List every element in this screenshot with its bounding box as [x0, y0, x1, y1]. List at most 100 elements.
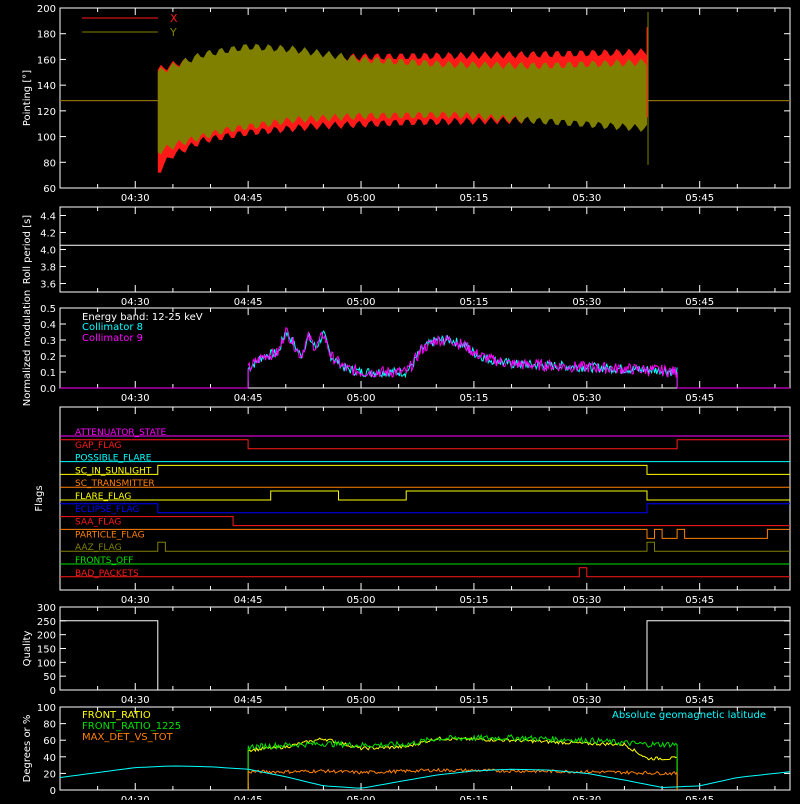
panel-frame	[59, 406, 791, 591]
y-tick-label: 100	[37, 703, 56, 714]
ratio-legend-front_ratio: FRONT_RATIO	[82, 710, 151, 721]
time-tick-label: 05:45	[685, 393, 714, 404]
y-tick-label: 3.6	[40, 280, 56, 291]
y-tick-label: 0	[50, 686, 56, 697]
y-tick-label: 4.2	[40, 229, 56, 240]
modulation-annotation: Energy band: 12-25 keV	[82, 312, 203, 323]
y-tick-label: 0	[50, 786, 56, 797]
y-tick-label: 40	[43, 753, 56, 764]
modulation-series-Collimator 8	[247, 330, 678, 379]
y-tick-label: 180	[37, 30, 56, 41]
time-tick-label: 05:00	[347, 193, 376, 204]
y-tick-label: 4.4	[40, 212, 56, 223]
time-tick-label: 05:00	[347, 795, 376, 800]
legend-label-Y: Y	[169, 26, 177, 39]
time-tick-label: 04:30	[121, 193, 150, 204]
time-tick-label: 04:30	[121, 595, 150, 606]
time-tick-label: 04:45	[234, 393, 263, 404]
y-tick-label: 80	[43, 158, 56, 169]
ratio-series-front_ratio_1225	[247, 733, 678, 751]
flag-label-eclipse_flag: ECLIPSE_FLAG	[75, 505, 139, 515]
time-tick-label: 04:45	[234, 297, 263, 308]
quality-line	[60, 620, 790, 691]
flag-line-saa_flag	[60, 516, 790, 527]
panel-frame	[59, 706, 791, 791]
time-tick-label: 04:45	[234, 695, 263, 706]
pointing-envelope-Y	[157, 43, 648, 155]
flag-label-flare_flag: FLARE_FLAG	[75, 492, 131, 502]
legend-label-X: X	[170, 12, 178, 25]
y-tick-label: 100	[37, 658, 56, 669]
flag-label-fronts_off: FRONTS_OFF	[75, 556, 133, 566]
flag-line-aaz_flag	[60, 541, 790, 552]
flag-label-bad_packets: BAD_PACKETS	[75, 569, 139, 579]
time-tick-label: 05:15	[460, 297, 489, 308]
y-axis-label: Normalized modulation	[22, 290, 33, 407]
time-tick-label: 05:30	[572, 795, 601, 800]
y-tick-label: 0.4	[40, 320, 56, 331]
y-tick-label: 300	[37, 603, 56, 614]
modulation-legend-Collimator 9: Collimator 9	[82, 333, 143, 344]
ratio-series-max_det_vs_tot	[247, 767, 678, 776]
flag-line-gap_flag	[60, 439, 790, 450]
flag-label-possible_flare: POSSIBLE_FLARE	[75, 454, 152, 464]
time-tick-label: 05:15	[460, 695, 489, 706]
panel-frame	[59, 7, 791, 189]
panel-frame	[59, 206, 791, 293]
modulation-series-Collimator 9	[247, 327, 678, 379]
y-tick-label: 120	[37, 107, 56, 118]
flag-label-sc_in_sunlight: SC_IN_SUNLIGHT	[75, 466, 152, 476]
time-tick-label: 05:15	[460, 193, 489, 204]
time-tick-label: 05:00	[347, 393, 376, 404]
flag-label-attenuator_state: ATTENUATOR_STATE	[75, 428, 167, 438]
panel-frame	[59, 606, 791, 691]
y-tick-label: 0.2	[40, 352, 56, 363]
flag-line-particle_flag	[60, 528, 790, 539]
y-axis-label: Roll period [s]	[22, 215, 33, 284]
ratio-legend-max_det_vs_tot: MAX_DET_VS_TOT	[82, 732, 174, 743]
time-tick-label: 04:30	[121, 795, 150, 800]
time-tick-label: 05:45	[685, 297, 714, 308]
y-tick-label: 60	[43, 736, 56, 747]
flag-line-bad_packets	[60, 567, 790, 578]
y-axis-label: Quality	[22, 631, 33, 667]
y-axis-label: Degrees or %	[22, 715, 33, 783]
modulation-legend-Collimator 8: Collimator 8	[82, 322, 143, 333]
time-tick-label: 05:30	[572, 393, 601, 404]
y-tick-label: 0.0	[40, 384, 56, 395]
y-tick-label: 250	[37, 617, 56, 628]
y-tick-label: 150	[37, 645, 56, 656]
time-tick-label: 04:45	[234, 595, 263, 606]
time-tick-label: 05:45	[685, 595, 714, 606]
y-tick-label: 200	[37, 631, 56, 642]
y-tick-label: 0.3	[40, 336, 56, 347]
time-tick-label: 05:30	[572, 595, 601, 606]
time-tick-label: 05:30	[572, 193, 601, 204]
time-tick-label: 05:15	[460, 795, 489, 800]
y-tick-label: 20	[43, 769, 56, 780]
time-tick-label: 05:15	[460, 393, 489, 404]
y-tick-label: 140	[37, 81, 56, 92]
y-tick-label: 50	[43, 672, 56, 683]
time-tick-label: 05:30	[572, 695, 601, 706]
y-tick-label: 3.8	[40, 263, 56, 274]
y-tick-label: 60	[43, 184, 56, 195]
y-tick-label: 100	[37, 133, 56, 144]
y-axis-label: Flags	[34, 485, 45, 511]
flag-label-gap_flag: GAP_FLAG	[75, 441, 121, 451]
time-tick-label: 04:30	[121, 297, 150, 308]
ratio-series-absolute-geomagnetic-latitude	[59, 765, 791, 789]
flag-label-particle_flag: PARTICLE_FLAG	[75, 530, 145, 540]
flag-line-sc_in_sunlight	[60, 464, 790, 475]
ratio-legend-latitude: Absolute geomagnetic latitude	[612, 710, 766, 721]
time-tick-label: 05:00	[347, 695, 376, 706]
y-axis-label: Pointing [°]	[22, 70, 33, 126]
y-tick-label: 80	[43, 720, 56, 731]
time-tick-label: 04:45	[234, 795, 263, 800]
time-tick-label: 04:45	[234, 193, 263, 204]
y-tick-label: 0.1	[40, 368, 56, 379]
panel-frame	[59, 307, 791, 389]
y-tick-label: 0.5	[40, 304, 56, 315]
